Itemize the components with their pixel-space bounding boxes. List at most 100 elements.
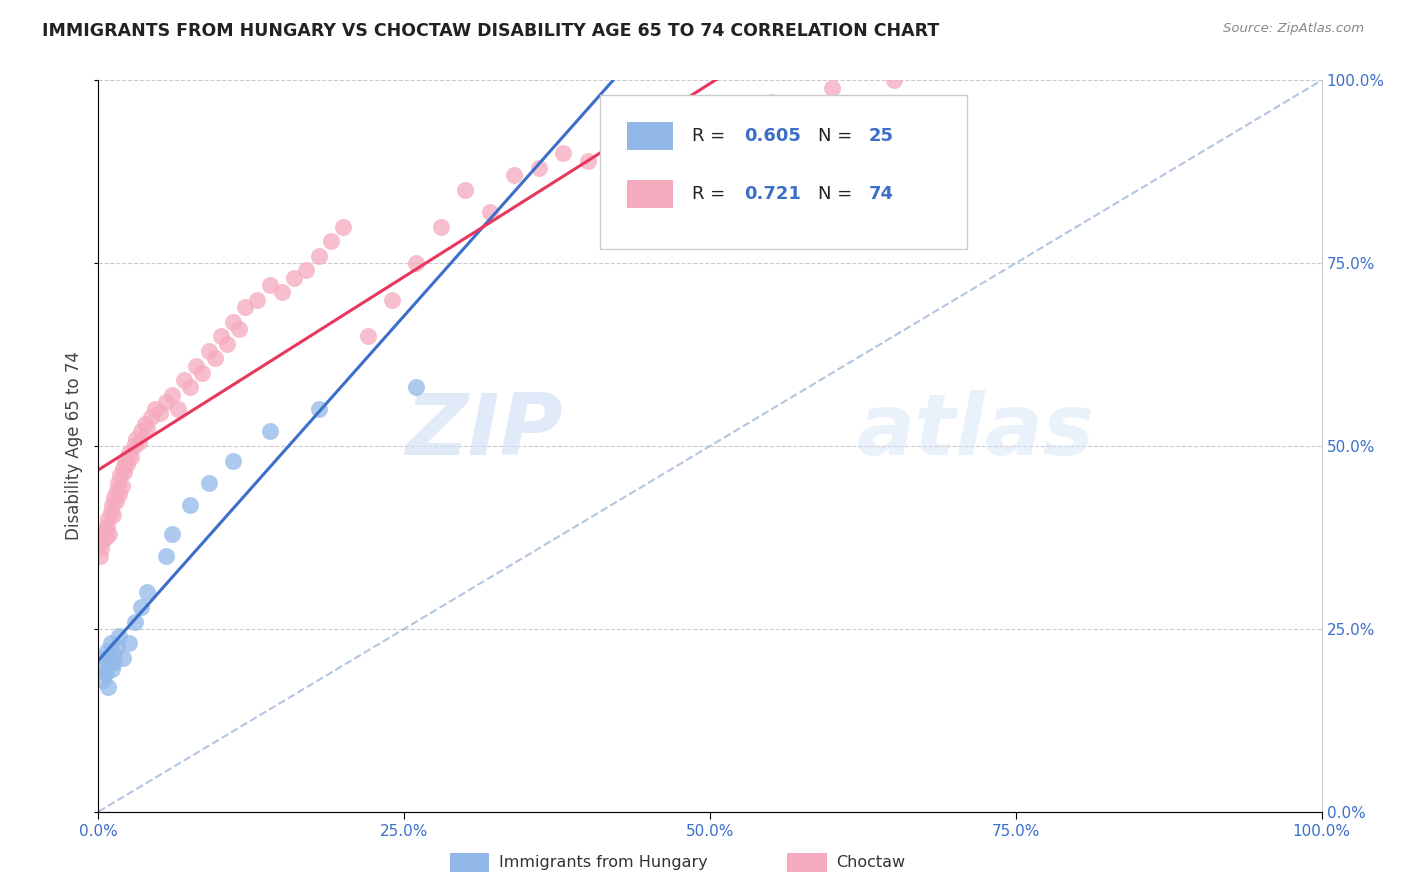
Y-axis label: Disability Age 65 to 74: Disability Age 65 to 74 — [65, 351, 83, 541]
Point — [122, 439, 145, 453]
Point — [91, 526, 114, 541]
Point — [89, 549, 111, 563]
Point — [204, 351, 226, 366]
Point — [108, 486, 131, 500]
Point — [308, 402, 330, 417]
Point — [675, 124, 697, 138]
Point — [111, 479, 134, 493]
Point — [101, 648, 124, 662]
Point — [134, 417, 156, 431]
Point — [103, 655, 125, 669]
Point — [91, 673, 114, 687]
Point — [136, 421, 159, 435]
Point — [191, 366, 214, 380]
Text: Choctaw: Choctaw — [837, 855, 905, 870]
Point — [478, 205, 501, 219]
Point — [160, 388, 183, 402]
Point — [173, 373, 195, 387]
FancyBboxPatch shape — [600, 95, 967, 249]
Point — [600, 139, 623, 153]
Point — [295, 263, 318, 277]
FancyBboxPatch shape — [627, 122, 673, 150]
Point — [179, 380, 201, 394]
Point — [821, 80, 844, 95]
Point — [197, 343, 219, 358]
Point — [626, 132, 648, 146]
Point — [118, 636, 141, 650]
Point — [405, 256, 427, 270]
Point — [699, 103, 721, 117]
Point — [155, 549, 177, 563]
Point — [381, 293, 404, 307]
Point — [186, 359, 208, 373]
Point — [103, 490, 125, 504]
Text: N =: N = — [818, 186, 858, 203]
Point — [761, 95, 783, 110]
Point — [90, 541, 112, 556]
Point — [128, 435, 150, 450]
Point — [222, 453, 245, 467]
Point — [94, 665, 117, 680]
Point — [120, 450, 142, 464]
Point — [650, 117, 672, 131]
Point — [114, 453, 136, 467]
Point — [356, 329, 378, 343]
Point — [259, 425, 281, 439]
Point — [100, 636, 122, 650]
Point — [576, 153, 599, 168]
Point — [883, 73, 905, 87]
Text: 0.605: 0.605 — [744, 127, 801, 145]
Point — [115, 458, 138, 472]
Point — [503, 169, 526, 183]
Point — [308, 249, 330, 263]
Point — [283, 270, 305, 285]
Point — [125, 432, 148, 446]
Point — [129, 425, 152, 439]
Point — [97, 681, 120, 695]
Point — [90, 658, 112, 673]
Point — [553, 146, 575, 161]
Point — [259, 278, 281, 293]
Point — [332, 219, 354, 234]
Point — [430, 219, 453, 234]
Point — [91, 534, 114, 549]
Point — [319, 234, 342, 248]
Text: IMMIGRANTS FROM HUNGARY VS CHOCTAW DISABILITY AGE 65 TO 74 CORRELATION CHART: IMMIGRANTS FROM HUNGARY VS CHOCTAW DISAB… — [42, 22, 939, 40]
Point — [101, 508, 124, 523]
Point — [111, 651, 134, 665]
Point — [209, 329, 232, 343]
Point — [100, 505, 122, 519]
Point — [197, 475, 219, 490]
Point — [405, 380, 427, 394]
Point — [139, 409, 162, 424]
Point — [149, 406, 172, 420]
Point — [105, 640, 128, 655]
Text: Source: ZipAtlas.com: Source: ZipAtlas.com — [1223, 22, 1364, 36]
Point — [155, 395, 177, 409]
Point — [215, 336, 238, 351]
Point — [124, 615, 146, 629]
Point — [527, 161, 550, 175]
Point — [96, 644, 118, 658]
Point — [96, 519, 118, 533]
Point — [136, 585, 159, 599]
Point — [222, 315, 245, 329]
Point — [118, 446, 141, 460]
Point — [101, 662, 124, 676]
Text: 74: 74 — [869, 186, 894, 203]
Point — [93, 651, 115, 665]
Point — [112, 465, 135, 479]
Point — [129, 599, 152, 614]
Text: 0.721: 0.721 — [744, 186, 801, 203]
Point — [110, 468, 132, 483]
FancyBboxPatch shape — [627, 180, 673, 209]
Point — [111, 461, 134, 475]
Point — [93, 523, 115, 537]
Point — [246, 293, 269, 307]
Text: R =: R = — [692, 127, 731, 145]
Text: R =: R = — [692, 186, 731, 203]
Text: Immigrants from Hungary: Immigrants from Hungary — [499, 855, 707, 870]
Point — [104, 494, 127, 508]
Point — [270, 285, 294, 300]
Point — [167, 402, 190, 417]
